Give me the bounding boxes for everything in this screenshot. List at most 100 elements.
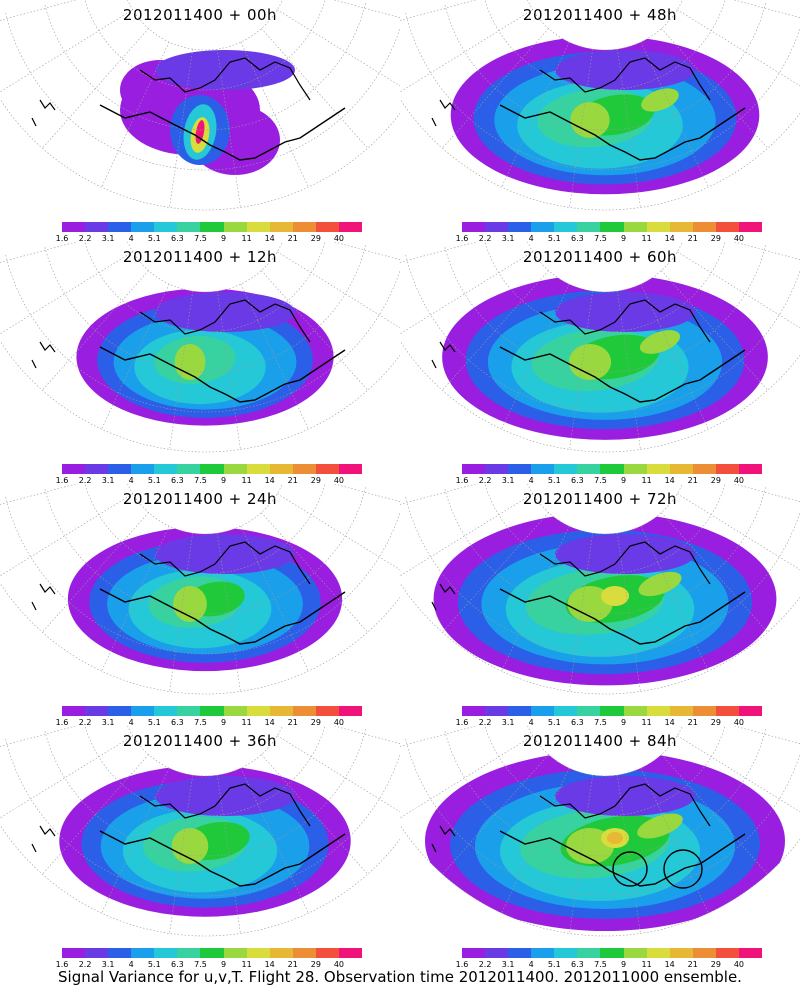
colorbar-tick-label: 29: [310, 476, 321, 485]
target-circle: [612, 851, 648, 887]
colorbar-tick-label: 4: [528, 476, 534, 485]
colorbar-swatch: [623, 948, 647, 958]
colorbar-swatch: [292, 222, 316, 232]
coastline-arctic: [539, 783, 711, 827]
colorbar-swatch: [108, 222, 132, 232]
colorbar-swatch: [108, 948, 132, 958]
colorbar-swatch: [292, 706, 316, 716]
colorbar-tick-label: 5.1: [147, 234, 161, 243]
figure-caption: Signal Variance for u,v,T. Flight 28. Ob…: [58, 968, 742, 986]
colorbar-swatch: [315, 464, 339, 474]
colorbar-tick-label: 3.1: [101, 476, 115, 485]
colorbar-swatch: [108, 464, 132, 474]
colorbar-labels: 1.6 2.2 3.1 4 5.1 6.3 7.5 9 11 14 21 29 40: [456, 960, 762, 972]
colorbar-labels: 1.6 2.2 3.1 4 5.1 6.3 7.5 9 11 14 21 29 40: [56, 234, 362, 246]
colorbar-labels: 1.6 2.2 3.1 4 5.1 6.3 7.5 9 11 14 21 29 40: [456, 718, 762, 730]
colorbar-tick-label: 6.3: [171, 718, 184, 727]
colorbar-swatch: [200, 464, 224, 474]
colorbar-tick-label: 6.3: [171, 476, 184, 485]
variance-contour: [568, 344, 612, 380]
colorbar-swatch: [85, 706, 109, 716]
colorbar-tick-label: 29: [710, 960, 721, 969]
colorbar-tick-label: 9: [220, 718, 227, 727]
variance-contour: [555, 292, 695, 332]
colorbar-swatch: [108, 706, 132, 716]
colorbar-swatch: [485, 222, 509, 232]
colorbar-swatch: [692, 948, 716, 958]
colorbar-swatch: [508, 464, 532, 474]
colorbar-swatch: [269, 948, 293, 958]
graticule: [0, 242, 400, 453]
variance-contour: [555, 50, 695, 90]
colorbar-labels: 1.6 2.2 3.1 4 5.1 6.3 7.5 9 11 14 21 29 40: [56, 718, 362, 730]
colorbar-tick-label: 3.1: [101, 234, 115, 243]
colorbar: [462, 706, 763, 716]
colorbar-tick-label: 11: [241, 234, 252, 243]
colorbar-swatch: [177, 222, 201, 232]
colorbar-swatch: [269, 464, 293, 474]
colorbar-tick-label: 21: [687, 960, 698, 969]
colorbar-swatch: [600, 948, 624, 958]
colorbar-tick-label: 9: [620, 960, 627, 969]
panel-title: 2012011400 + 12h: [122, 248, 278, 266]
panel-title: 2012011400 + 84h: [522, 732, 678, 750]
colorbar-tick-label: 1.6: [455, 234, 469, 243]
colorbar-swatch: [85, 948, 109, 958]
colorbar-tick-label: 21: [687, 718, 698, 727]
colorbar-tick-label: 21: [287, 234, 298, 243]
coastline-west: [31, 99, 56, 127]
colorbar-tick-label: 5.1: [547, 960, 561, 969]
colorbar-swatch: [85, 222, 109, 232]
colorbar-swatch: [577, 222, 601, 232]
forecast-panel-60h: 2012011400 + 60h 1.6 2.2 3.1 4 5.1 6.3 7.5 9 11 14…: [400, 242, 800, 485]
colorbar-swatch: [62, 706, 86, 716]
coastline: [99, 588, 346, 645]
colorbar-swatch: [200, 706, 224, 716]
map-plot: [0, 726, 400, 937]
colorbar-swatch: [531, 464, 555, 474]
colorbar-tick-label: 29: [710, 234, 721, 243]
colorbar-swatch: [154, 948, 178, 958]
panel-title: 2012011400 + 24h: [122, 490, 278, 508]
map-plot: [400, 484, 800, 695]
forecast-panel-24h: 2012011400 + 24h 1.6 2.2 3.1 4 5.1 6.3 7.5 9 11 14…: [0, 484, 400, 727]
variance-contour: [607, 832, 623, 844]
colorbar-tick-label: 5.1: [147, 476, 161, 485]
variance-contour: [155, 776, 295, 816]
colorbar-swatch: [669, 222, 693, 232]
colorbar-tick-label: 4: [128, 476, 134, 485]
colorbar-swatch: [246, 706, 270, 716]
variance-contour: [555, 776, 695, 816]
colorbar-swatch: [738, 706, 763, 716]
colorbar-tick-label: 40: [333, 960, 345, 969]
colorbar-swatch: [600, 222, 624, 232]
coastline-west: [431, 583, 456, 611]
colorbar-swatch: [246, 948, 270, 958]
colorbar-tick-label: 1.6: [55, 234, 69, 243]
colorbar-tick-label: 4: [128, 234, 134, 243]
colorbar-tick-label: 29: [310, 718, 321, 727]
coastline: [499, 104, 746, 161]
colorbar-swatch: [623, 464, 647, 474]
colorbar-tick-label: 3.1: [501, 718, 515, 727]
colorbar-swatch: [223, 948, 247, 958]
colorbar-swatch: [154, 222, 178, 232]
colorbar-tick-label: 40: [733, 234, 745, 243]
colorbar-swatch: [692, 706, 716, 716]
coastline: [499, 588, 746, 645]
colorbar-swatch: [600, 706, 624, 716]
map-plot: [400, 726, 800, 937]
colorbar-swatch: [531, 222, 555, 232]
colorbar-tick-label: 9: [620, 476, 627, 485]
forecast-panel-72h: 2012011400 + 72h 1.6 2.2 3.1 4 5.1 6.3 7.5 9 11 14…: [400, 484, 800, 727]
colorbar-tick-label: 7.5: [594, 718, 607, 727]
colorbar-swatch: [600, 464, 624, 474]
variance-contour: [155, 534, 295, 574]
colorbar-tick-label: 11: [241, 476, 252, 485]
colorbar-tick-label: 2.2: [478, 234, 492, 243]
colorbar-tick-label: 1.6: [55, 718, 69, 727]
colorbar-swatch: [223, 706, 247, 716]
forecast-panel-12h: 2012011400 + 12h 1.6 2.2 3.1 4 5.1 6.3 7.5 9 11 14…: [0, 242, 400, 485]
colorbar-tick-label: 40: [733, 476, 745, 485]
colorbar-swatch: [531, 706, 555, 716]
